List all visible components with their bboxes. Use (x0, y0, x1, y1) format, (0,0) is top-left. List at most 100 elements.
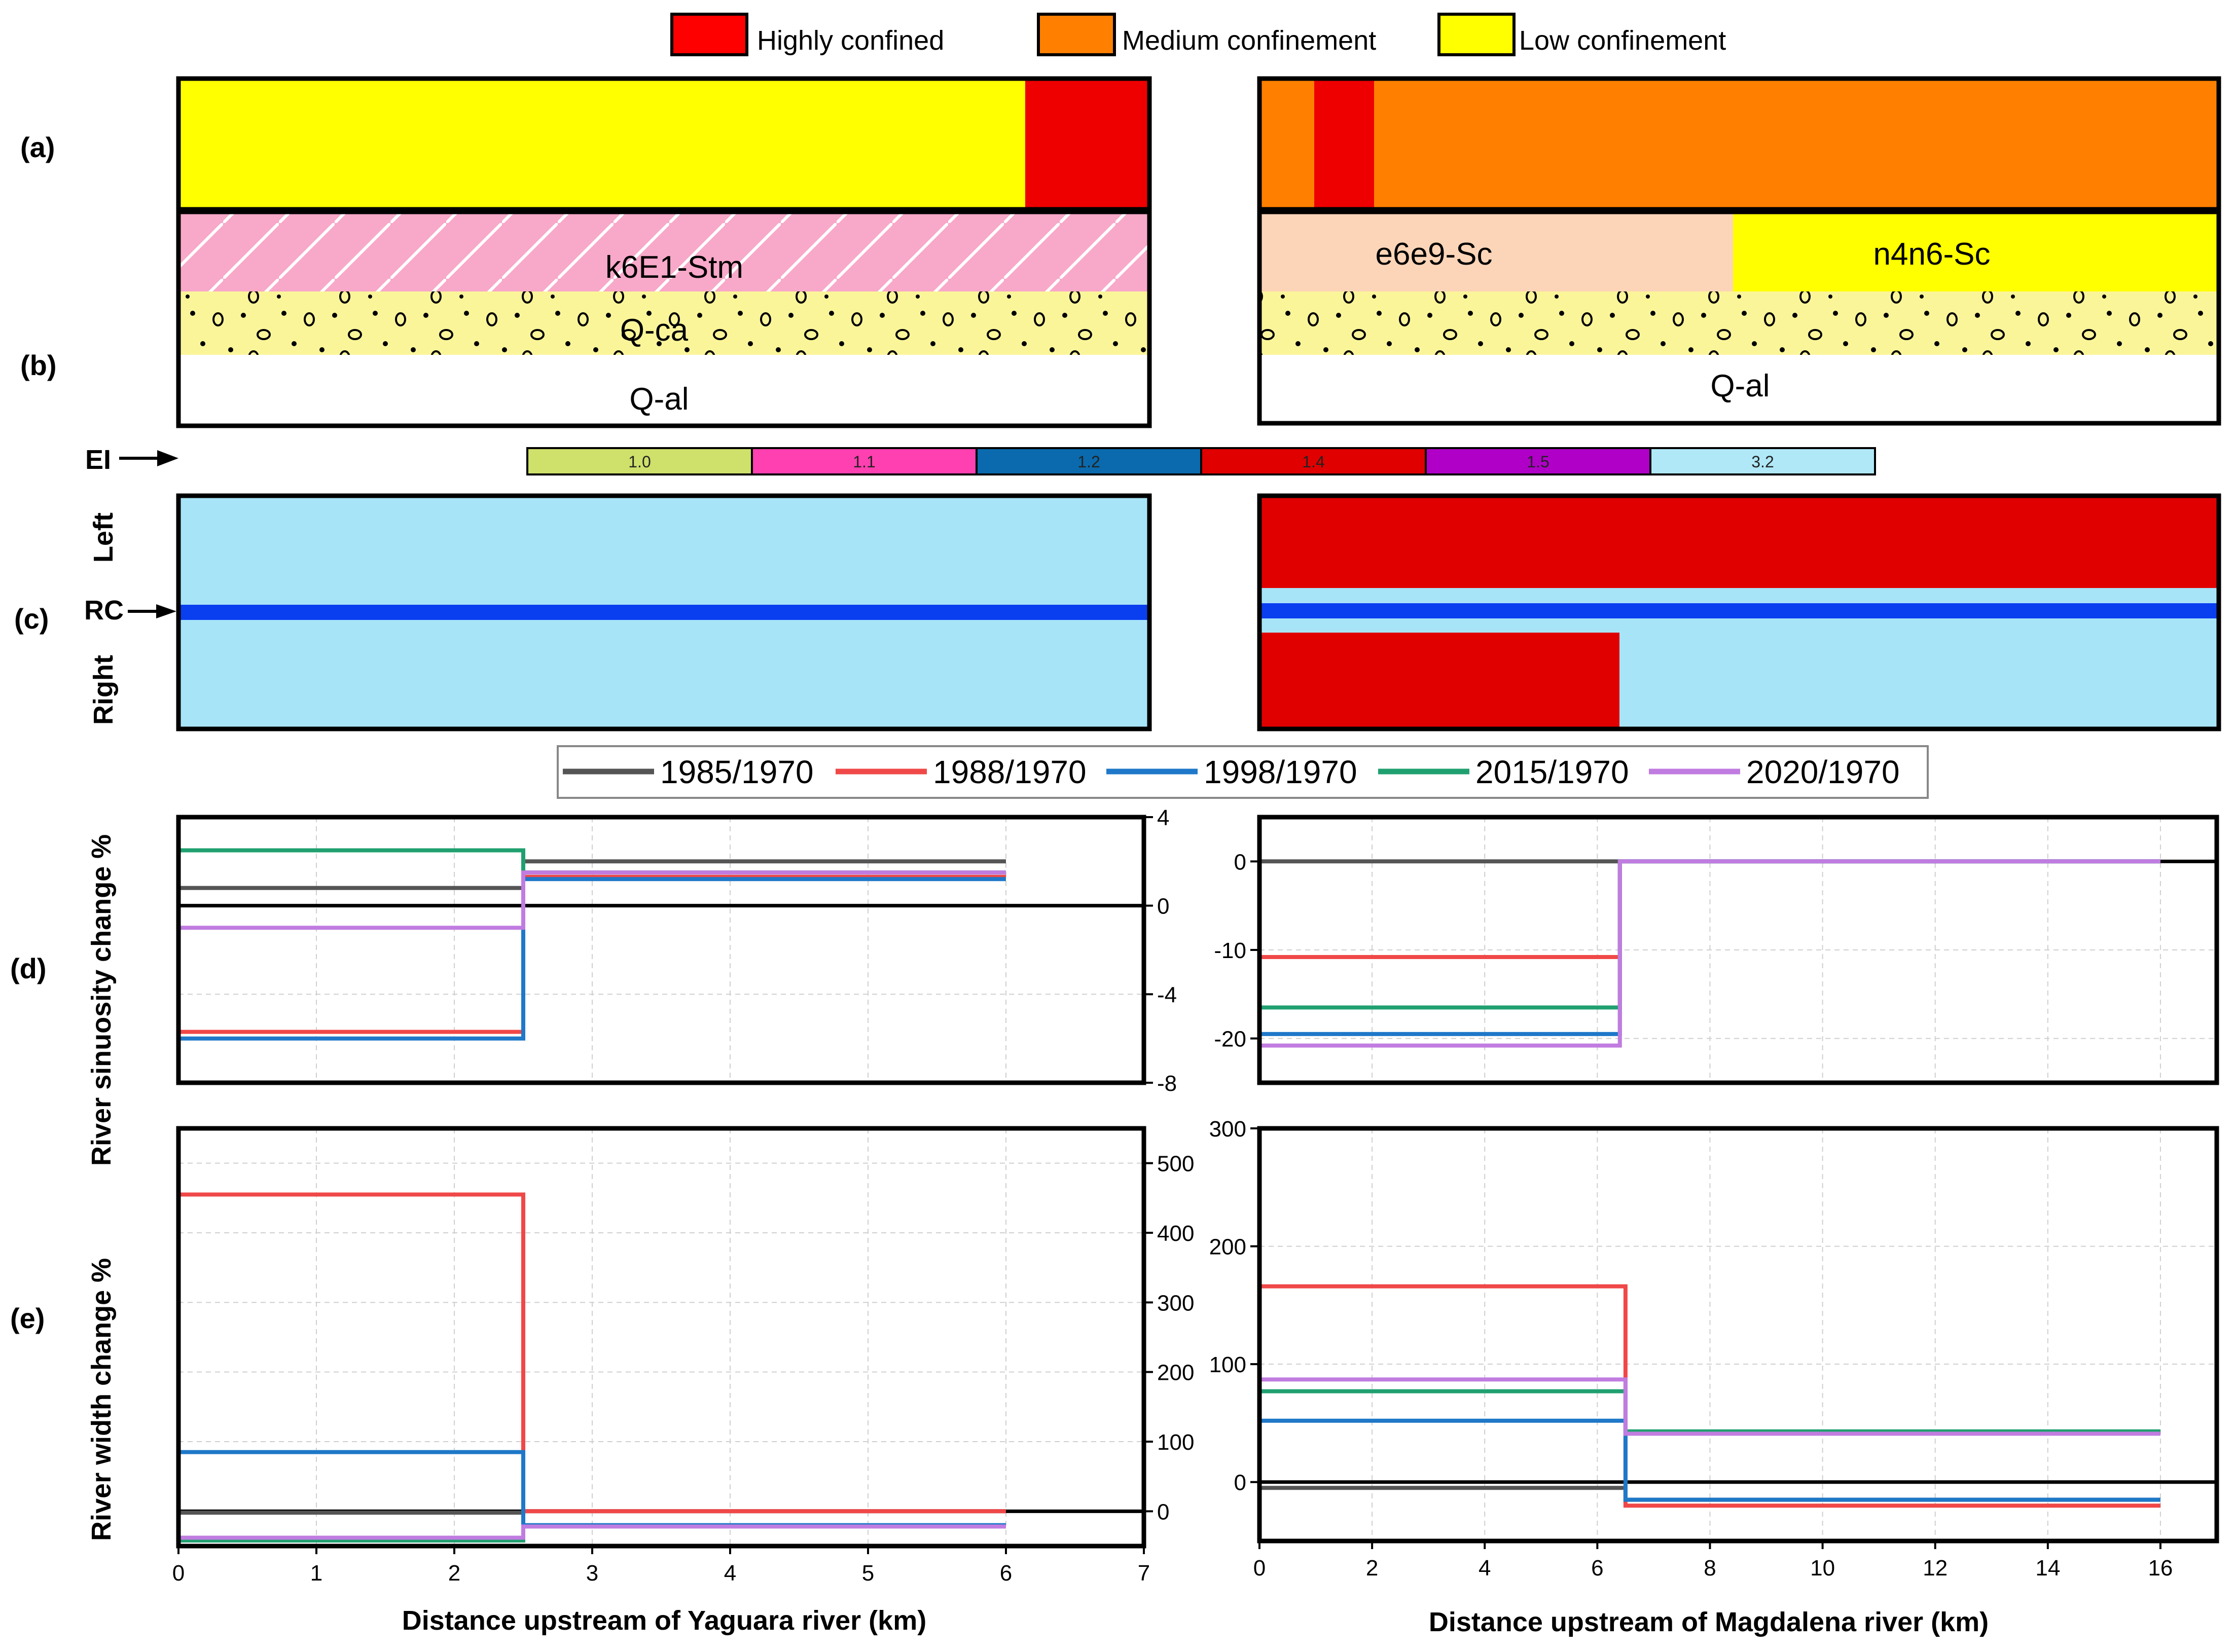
confinement-frame-left (176, 76, 1152, 212)
ei-segment (751, 447, 978, 475)
x-tick-label: 0 (1253, 1556, 1266, 1581)
confinement-legend: Highly confined Medium confinement Low c… (670, 13, 1726, 56)
y-tick-label: 4 (1157, 805, 1169, 830)
x-tick-label: 0 (172, 1561, 185, 1586)
y-tick-label: -10 (1214, 938, 1246, 963)
series-line (1259, 1418, 2160, 1502)
panel-label-b: (b) (20, 349, 57, 381)
y-tick-label: -20 (1214, 1027, 1246, 1052)
series-line (1259, 1377, 2160, 1436)
sinuosity-axis-title: River sinuosity change % (86, 834, 117, 1166)
x-tick-label: 6 (1000, 1561, 1012, 1586)
geology-label-qal-right: Q-al (1710, 369, 1770, 403)
x-tick-label: 6 (1591, 1556, 1603, 1581)
plot-frame (176, 1126, 1146, 1549)
series-line (178, 870, 1006, 930)
plot-frame (1257, 1126, 2219, 1544)
x-tick-label: 12 (1923, 1556, 1948, 1581)
low-confinement-segment (178, 79, 1025, 209)
x-tick-label: 8 (1704, 1556, 1716, 1581)
ei-segment (1649, 447, 1876, 475)
y-tick-label: 400 (1157, 1221, 1194, 1246)
width-chart-yaguara: 0 100 200 300 400 500 0 1 2 3 4 5 6 7 (172, 1126, 1194, 1586)
ei-value: 1.0 (628, 453, 651, 471)
ei-value: 1.1 (853, 453, 875, 471)
confinement-bar-left (176, 76, 1152, 212)
plot-frame (176, 815, 1146, 1085)
rc-bar-left (176, 493, 1152, 731)
geology-left: k6E1-Stm Q-ca Q-al (176, 209, 1152, 428)
y-tick-label: 300 (1157, 1291, 1194, 1315)
y-tick-label: 0 (1234, 850, 1246, 874)
x-tick-label: 7 (1138, 1561, 1150, 1586)
geology-label-k6E1: k6E1-Stm (605, 250, 743, 285)
rc-right-label: Right (88, 655, 119, 725)
y-tick-label: 0 (1157, 894, 1169, 919)
series-line (178, 877, 1006, 1041)
ei-segment (1425, 447, 1651, 475)
legend-label: 2020/1970 (1746, 754, 1900, 790)
width-axis-title: River width change % (86, 1258, 117, 1541)
y-tick-label: 100 (1209, 1352, 1246, 1377)
rc-label: RC (84, 595, 124, 626)
ei-scale: 1.0 1.1 1.2 1.4 1.5 3.2 (526, 447, 1876, 475)
x-tick-label: 4 (724, 1561, 736, 1586)
ei-segment (526, 447, 753, 475)
x-axis-title-yaguara: Distance upstream of Yaguara river (km) (402, 1605, 926, 1636)
series-line (1259, 859, 2160, 1048)
ei-segment (976, 447, 1202, 475)
panel-label-e: (e) (10, 1302, 45, 1334)
ei-indicator: EI (85, 445, 178, 475)
ei-value: 1.5 (1527, 453, 1549, 471)
geology-label-e6e9: e6e9-Sc (1376, 237, 1493, 272)
x-tick-label: 2 (448, 1561, 460, 1586)
y-tick-label: -8 (1157, 1071, 1177, 1096)
legend-label-medium: Medium confinement (1122, 25, 1376, 56)
x-axis-title-magdalena: Distance upstream of Magdalena river (km… (1429, 1607, 1989, 1637)
legend-label-highly: Highly confined (757, 25, 944, 56)
rc-channel-left (178, 605, 1149, 620)
sinuosity-chart-magdalena: -20 -10 0 (1214, 815, 2219, 1085)
legend-label: 1988/1970 (933, 754, 1087, 790)
y-tick-label: 200 (1157, 1361, 1194, 1385)
series-legend: 1985/1970 1988/1970 1998/1970 2015/1970 2020… (557, 745, 1929, 799)
x-tick-label: 3 (586, 1561, 598, 1586)
legend-label: 2015/1970 (1475, 754, 1629, 790)
x-tick-label: 14 (2035, 1556, 2060, 1581)
series-line (178, 1524, 1006, 1540)
highly-confined-segment-right (1314, 79, 1374, 209)
legend-swatch-highly (670, 13, 748, 56)
x-tick-label: 4 (1479, 1556, 1491, 1581)
geology-label-qca: Q-ca (620, 313, 689, 348)
ei-value: 1.2 (1077, 453, 1100, 471)
series-line (178, 1192, 1006, 1514)
geology-label-n4n6: n4n6-Sc (1873, 237, 1991, 272)
y-tick-label: 300 (1209, 1117, 1246, 1142)
legend-label-low: Low confinement (1519, 25, 1726, 56)
legend-label: 1998/1970 (1204, 754, 1357, 790)
x-tick-label: 10 (1810, 1556, 1835, 1581)
ei-label: EI (85, 445, 111, 475)
legend-swatch-low (1437, 13, 1516, 56)
panel-label-c: (c) (14, 603, 49, 635)
y-tick-label: 0 (1157, 1499, 1169, 1524)
rc-bar-right (1257, 493, 2221, 731)
y-tick-label: 500 (1157, 1152, 1194, 1177)
width-chart-magdalena: 0 100 200 300 0 2 4 6 8 10 12 14 16 (1209, 1117, 2219, 1581)
y-tick-label: -4 (1157, 982, 1177, 1007)
x-tick-label: 1 (310, 1561, 322, 1586)
rc-labels: Left RC Right (84, 512, 176, 725)
plot-area (178, 817, 1144, 1083)
geology-label-qal-left: Q-al (629, 382, 689, 417)
rc-channel-right (1259, 603, 2219, 618)
right-bank-highly (1259, 633, 1619, 729)
ei-value: 1.4 (1302, 453, 1324, 471)
plot-area (1259, 1128, 2217, 1541)
ei-value: 3.2 (1751, 453, 1774, 471)
y-tick-label: 200 (1209, 1235, 1246, 1260)
highly-confined-segment (1025, 79, 1149, 209)
y-tick-label: 0 (1234, 1471, 1246, 1495)
y-tick-label: 100 (1157, 1430, 1194, 1455)
rc-left-label: Left (88, 512, 119, 563)
